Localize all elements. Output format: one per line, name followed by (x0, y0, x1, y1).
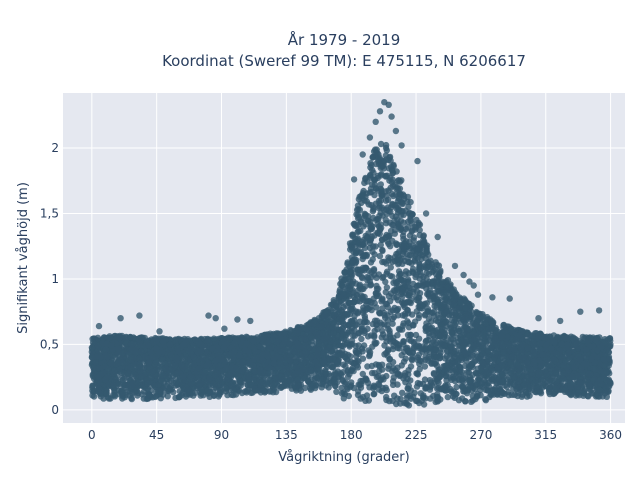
data-point (89, 392, 96, 399)
data-point (382, 141, 390, 149)
data-point (364, 363, 371, 370)
data-point (230, 386, 237, 393)
data-point (413, 397, 421, 404)
data-point (389, 315, 396, 322)
data-point (423, 275, 430, 282)
data-point (383, 393, 390, 401)
data-point (172, 379, 180, 386)
data-point (386, 330, 393, 337)
data-point (348, 337, 356, 344)
data-point (402, 379, 409, 386)
data-point (377, 181, 384, 188)
data-point (410, 234, 418, 241)
data-point (476, 338, 483, 345)
data-point (147, 387, 154, 394)
data-point (170, 388, 177, 396)
data-point (352, 250, 359, 257)
data-point (346, 268, 354, 275)
data-point (402, 268, 410, 275)
data-point (382, 314, 389, 322)
data-point (579, 333, 586, 341)
data-point (378, 387, 385, 395)
data-point (423, 320, 430, 327)
data-point (385, 362, 393, 369)
data-point (338, 275, 345, 282)
data-point (376, 252, 384, 260)
data-point (355, 388, 362, 395)
data-point (421, 363, 429, 370)
data-point (433, 261, 441, 269)
data-point (406, 251, 413, 259)
data-point (387, 264, 394, 271)
data-point (427, 296, 434, 303)
data-point (370, 267, 378, 274)
data-point (560, 370, 568, 378)
data-point (283, 371, 291, 378)
data-point (389, 320, 396, 327)
data-point (443, 373, 450, 380)
data-point (412, 271, 420, 278)
data-point (371, 300, 378, 307)
data-point (385, 346, 392, 353)
data-point (407, 377, 414, 384)
data-point (415, 335, 423, 342)
data-point (333, 388, 340, 395)
data-points (88, 99, 614, 409)
data-point (383, 386, 390, 394)
data-point (358, 335, 365, 343)
data-point (358, 323, 365, 330)
data-point (399, 389, 406, 396)
data-point (437, 373, 444, 380)
data-point (415, 314, 422, 322)
data-point (406, 289, 413, 297)
data-point (404, 279, 411, 286)
data-point (394, 381, 401, 388)
data-point (369, 154, 376, 161)
data-point (426, 377, 434, 384)
data-point (407, 387, 415, 394)
data-point (413, 216, 420, 224)
data-point (359, 393, 367, 401)
data-point (379, 247, 386, 255)
data-point (371, 390, 378, 398)
data-point (395, 342, 402, 349)
data-point (368, 369, 376, 377)
data-point (422, 311, 429, 318)
data-point (124, 371, 132, 378)
data-point (383, 260, 390, 267)
data-point (362, 318, 369, 325)
data-point (425, 270, 433, 277)
data-point (400, 358, 408, 365)
data-point (361, 312, 368, 320)
data-point (397, 395, 404, 402)
data-point (435, 366, 442, 374)
data-point (483, 339, 490, 347)
data-point (354, 202, 362, 209)
data-point (412, 294, 420, 301)
data-point (398, 177, 405, 184)
data-point (546, 386, 553, 393)
data-point (430, 370, 438, 377)
data-point (389, 345, 397, 353)
data-point (377, 241, 384, 249)
data-point (474, 329, 481, 336)
data-point (392, 240, 400, 247)
data-point (444, 393, 451, 401)
data-point (386, 355, 394, 363)
data-point (416, 226, 423, 234)
data-point (360, 342, 368, 349)
data-point (168, 377, 175, 385)
data-point (391, 392, 398, 399)
data-point (382, 278, 389, 286)
data-point (428, 318, 435, 325)
data-point (455, 327, 463, 335)
data-point (467, 308, 475, 315)
data-point (341, 269, 348, 276)
data-point (429, 309, 436, 316)
data-point (377, 140, 385, 148)
data-point (472, 395, 479, 403)
